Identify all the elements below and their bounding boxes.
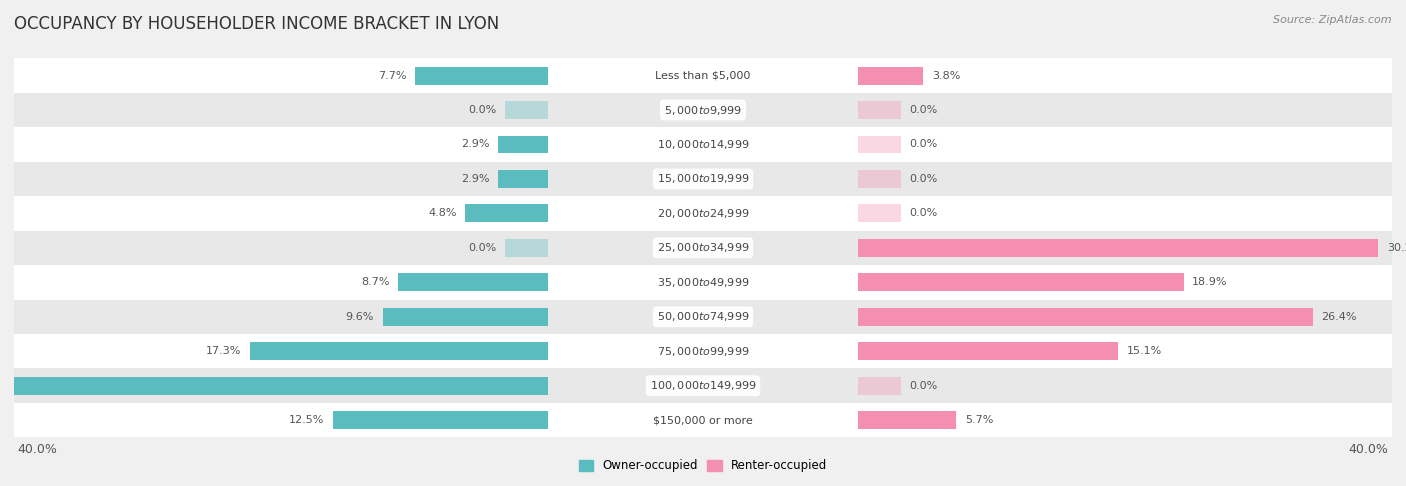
Text: 3.8%: 3.8% — [932, 70, 960, 81]
Bar — [498, 136, 548, 154]
Text: 30.2%: 30.2% — [1386, 243, 1406, 253]
Text: 40.0%: 40.0% — [17, 443, 58, 455]
Bar — [14, 231, 1392, 265]
Bar — [858, 377, 901, 395]
Bar — [14, 196, 1392, 231]
Text: Source: ZipAtlas.com: Source: ZipAtlas.com — [1274, 15, 1392, 25]
Text: 0.0%: 0.0% — [468, 105, 496, 115]
Text: $75,000 to $99,999: $75,000 to $99,999 — [657, 345, 749, 358]
Bar — [858, 411, 956, 429]
Bar — [858, 136, 901, 154]
Text: 0.0%: 0.0% — [910, 208, 938, 218]
Bar — [858, 170, 901, 188]
Text: 18.9%: 18.9% — [1192, 278, 1227, 287]
Text: 0.0%: 0.0% — [910, 381, 938, 391]
Text: 9.6%: 9.6% — [346, 312, 374, 322]
Bar — [858, 239, 1378, 257]
Text: 5.7%: 5.7% — [965, 415, 993, 425]
Text: 4.8%: 4.8% — [429, 208, 457, 218]
Text: $50,000 to $74,999: $50,000 to $74,999 — [657, 310, 749, 323]
Text: $5,000 to $9,999: $5,000 to $9,999 — [664, 104, 742, 117]
Bar — [14, 93, 1392, 127]
Bar — [858, 308, 1313, 326]
Bar — [0, 377, 548, 395]
Text: $10,000 to $14,999: $10,000 to $14,999 — [657, 138, 749, 151]
Text: $20,000 to $24,999: $20,000 to $24,999 — [657, 207, 749, 220]
Text: $100,000 to $149,999: $100,000 to $149,999 — [650, 379, 756, 392]
Text: $35,000 to $49,999: $35,000 to $49,999 — [657, 276, 749, 289]
Bar — [14, 162, 1392, 196]
Bar — [382, 308, 548, 326]
Text: 15.1%: 15.1% — [1126, 346, 1161, 356]
Bar — [858, 67, 924, 85]
Text: $25,000 to $34,999: $25,000 to $34,999 — [657, 242, 749, 254]
Text: 7.7%: 7.7% — [378, 70, 406, 81]
Bar — [14, 368, 1392, 403]
Text: 17.3%: 17.3% — [207, 346, 242, 356]
Text: 0.0%: 0.0% — [910, 139, 938, 150]
Bar — [505, 101, 548, 119]
Text: 0.0%: 0.0% — [468, 243, 496, 253]
Text: $15,000 to $19,999: $15,000 to $19,999 — [657, 173, 749, 186]
Legend: Owner-occupied, Renter-occupied: Owner-occupied, Renter-occupied — [574, 454, 832, 477]
Bar — [14, 403, 1392, 437]
Bar — [333, 411, 548, 429]
Bar — [858, 342, 1118, 360]
Text: $150,000 or more: $150,000 or more — [654, 415, 752, 425]
Bar — [858, 205, 901, 223]
Text: 2.9%: 2.9% — [461, 139, 489, 150]
Text: 26.4%: 26.4% — [1322, 312, 1357, 322]
Bar — [250, 342, 548, 360]
Bar — [465, 205, 548, 223]
Bar — [14, 334, 1392, 368]
Text: 0.0%: 0.0% — [910, 105, 938, 115]
Bar — [858, 273, 1184, 291]
Text: Less than $5,000: Less than $5,000 — [655, 70, 751, 81]
Text: 0.0%: 0.0% — [910, 174, 938, 184]
Bar — [14, 127, 1392, 162]
Bar — [14, 265, 1392, 299]
Bar — [14, 299, 1392, 334]
Text: 40.0%: 40.0% — [1348, 443, 1389, 455]
Bar — [505, 239, 548, 257]
Text: 8.7%: 8.7% — [361, 278, 389, 287]
Text: 2.9%: 2.9% — [461, 174, 489, 184]
Bar — [14, 58, 1392, 93]
Text: OCCUPANCY BY HOUSEHOLDER INCOME BRACKET IN LYON: OCCUPANCY BY HOUSEHOLDER INCOME BRACKET … — [14, 15, 499, 33]
Bar — [858, 101, 901, 119]
Bar — [398, 273, 548, 291]
Bar — [498, 170, 548, 188]
Bar — [415, 67, 548, 85]
Text: 12.5%: 12.5% — [288, 415, 323, 425]
